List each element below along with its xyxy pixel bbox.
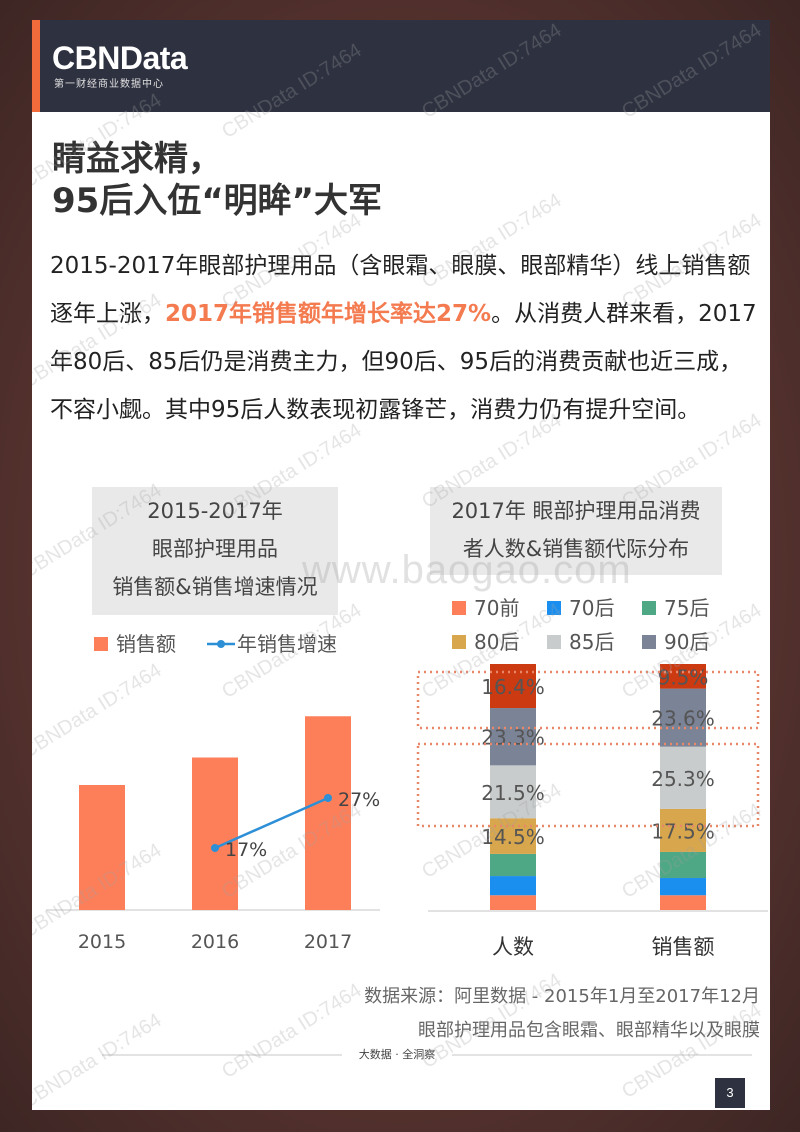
legend-label-90后: 90后 [664, 630, 710, 654]
title-line-2: 95后入伍“明眸”大军 [52, 181, 383, 221]
growth-label-2017: 27% [338, 789, 380, 811]
footer-line-left [102, 1054, 342, 1056]
left-x-tick-2017: 2017 [304, 931, 352, 953]
right-legend-90后: 90后 [642, 626, 709, 655]
segment-销售额-75后 [660, 851, 706, 879]
data-label-销售额-85后: 25.3% [651, 767, 715, 791]
highlight-box-80-85 [416, 742, 760, 828]
data-label-销售额-95后: 9.5% [658, 665, 709, 689]
left-chart-title-line-3: 销售额&销售增速情况 [112, 575, 318, 599]
right-legend-75后: 75后 [642, 592, 709, 621]
legend-label-70后: 70后 [569, 596, 615, 620]
segment-销售额-85后 [660, 746, 706, 809]
highlight-box-95 [416, 670, 760, 730]
segment-销售额-70前 [660, 895, 706, 910]
legend-swatch-85后 [547, 634, 561, 649]
footer-tagline: 大数据 · 全洞察 [342, 1046, 452, 1062]
source-line-1: 数据来源：阿里数据 - 2015年1月至2017年12月 [364, 986, 760, 1007]
report-page: CBNData 第一财经商业数据中心 睛益求精， 95后入伍“明眸”大军 201… [32, 20, 770, 1110]
segment-人数-70后 [490, 876, 536, 896]
segment-人数-90后 [490, 708, 536, 766]
legend-swatch-80后 [452, 634, 466, 649]
right-chart-title-line-2: 者人数&销售额代际分布 [462, 537, 690, 561]
page-title: 睛益求精， 95后入伍“明眸”大军 [52, 138, 382, 222]
header-accent-bar [32, 20, 40, 112]
right-legend-70后: 70后 [547, 592, 614, 621]
segment-人数-85后 [490, 765, 536, 819]
left-legend-growth: 年销售增速 [207, 628, 337, 657]
source-line-2: 眼部护理用品包含眼霜、眼部精华以及眼膜 [418, 1020, 760, 1041]
legend-label-70前: 70前 [474, 596, 520, 620]
legend-swatch-75后 [642, 600, 656, 615]
sales-bar-2015 [79, 785, 125, 910]
center-watermark: www.baogao.com [302, 548, 632, 592]
legend-label-sales: 销售额 [116, 632, 176, 656]
growth-label-2016: 17% [225, 839, 267, 861]
legend-label-75后: 75后 [664, 596, 710, 620]
right-legend-80后: 80后 [452, 626, 519, 655]
segment-人数-75后 [490, 853, 536, 877]
legend-swatch-sales [94, 636, 108, 651]
segment-人数-80后 [490, 818, 536, 854]
left-chart: 2015 2016 2017 17% 27% [46, 716, 380, 953]
summary-part-2: 。从消费人群来看，2017年80后、85后仍是消费主力，但90后、95后的消费贡… [50, 301, 757, 423]
sales-bar-2016 [192, 757, 238, 910]
legend-label-85后: 85后 [569, 630, 615, 654]
legend-label-growth: 年销售增速 [237, 632, 337, 656]
segment-销售额-80后 [660, 808, 706, 852]
data-label-人数-80后: 14.5% [481, 825, 545, 849]
data-label-人数-90后: 23.3% [481, 726, 545, 750]
page-number: 3 [715, 1078, 745, 1108]
legend-swatch-70后 [547, 600, 561, 615]
segment-人数-70前 [490, 895, 536, 910]
watermark-20: CBNData ID:7464 [32, 1009, 166, 1110]
right-chart: 14.5% 21.5% 23.3% 16.4% 人数 17.5% 25.3% 23.6% 9.5… [416, 664, 768, 959]
data-label-销售额-90后: 23.6% [651, 707, 715, 731]
growth-point-2017 [324, 794, 332, 802]
left-chart-title-line-1: 2015-2017年 [147, 499, 283, 523]
legend-line-marker [207, 639, 235, 648]
legend-label-80后: 80后 [474, 630, 520, 654]
right-chart-title: 2017年 眼部护理用品消费 者人数&销售额代际分布 [430, 487, 722, 575]
legend-swatch-90后 [642, 634, 656, 649]
data-label-人数-85后: 21.5% [481, 781, 545, 805]
data-label-销售额-80后: 17.5% [651, 819, 715, 843]
left-chart-title-line-2: 眼部护理用品 [152, 537, 278, 561]
left-chart-title: 2015-2017年 眼部护理用品 销售额&销售增速情况 [92, 487, 338, 615]
growth-point-2016 [211, 844, 219, 852]
cbndata-logo: CBNData [52, 40, 188, 76]
left-x-tick-2015: 2015 [78, 931, 126, 953]
footer-line-right [452, 1054, 752, 1056]
segment-销售额-95后 [660, 664, 706, 689]
right-chart-title-line-1: 2017年 眼部护理用品消费 [451, 499, 701, 523]
page-header: CBNData 第一财经商业数据中心 [32, 20, 770, 112]
right-x-tick-销售额: 销售额 [652, 935, 715, 959]
right-x-tick-人数: 人数 [492, 935, 534, 959]
right-legend-85后: 85后 [547, 626, 614, 655]
summary-part-1: 2015-2017年眼部护理用品（含眼霜、眼膜、眼部精华）线上销售额逐年上涨， [50, 253, 751, 327]
left-legend-sales: 销售额 [94, 628, 176, 657]
right-legend-70前: 70前 [452, 592, 519, 621]
logo-subtitle: 第一财经商业数据中心 [54, 79, 164, 90]
segment-销售额-70后 [660, 878, 706, 896]
left-x-tick-2016: 2016 [191, 931, 239, 953]
summary-paragraph: 2015-2017年眼部护理用品（含眼霜、眼膜、眼部精华）线上销售额逐年上涨，2… [50, 242, 762, 434]
segment-销售额-90后 [660, 688, 706, 747]
data-label-人数-95后: 16.4% [481, 675, 545, 699]
title-line-1: 睛益求精， [52, 139, 222, 179]
summary-highlight: 2017年销售额年增长率达27% [165, 301, 492, 327]
legend-swatch-70前 [452, 600, 466, 615]
sales-bar-2017 [305, 716, 351, 910]
growth-line [214, 796, 329, 850]
